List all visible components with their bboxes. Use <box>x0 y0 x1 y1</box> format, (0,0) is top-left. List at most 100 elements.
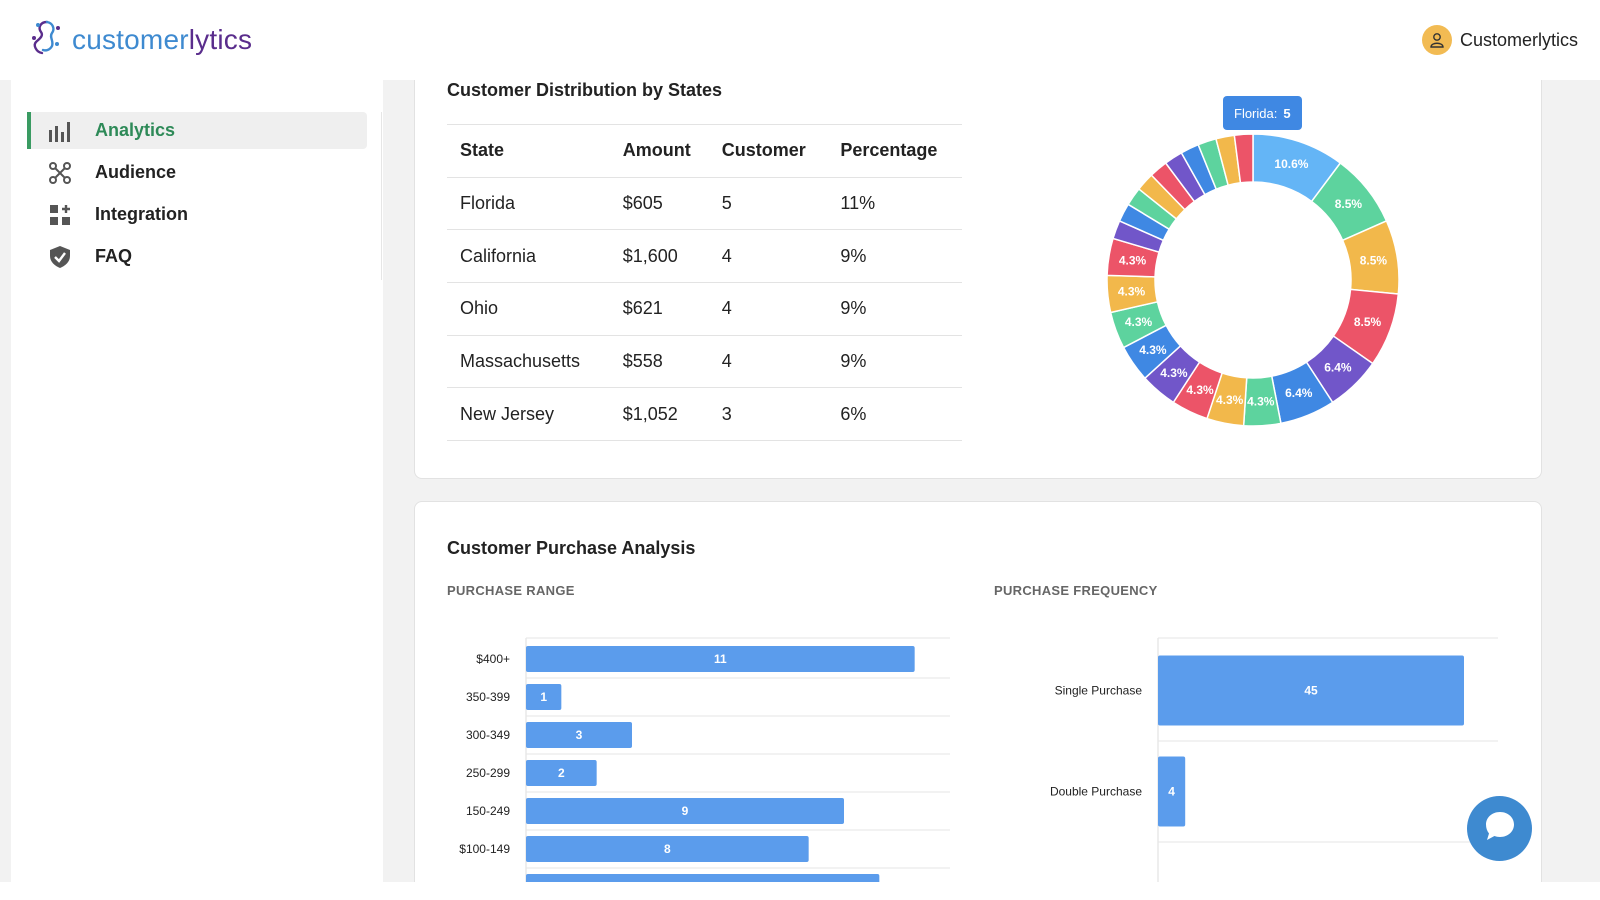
bar[interactable] <box>1158 655 1464 726</box>
bar-value-label: 3 <box>576 728 583 742</box>
state-donut-chart[interactable]: 10.6%8.5%8.5%8.5%6.4%6.4%4.3%4.3%4.3%4.3… <box>1080 90 1440 440</box>
tooltip-label: Florida: <box>1234 105 1278 121</box>
donut-slice-label: 4.3% <box>1186 383 1214 397</box>
brand-name-part1: customer <box>72 24 189 55</box>
table-row: Florida $605 5 11% <box>447 176 962 230</box>
bar-value-label: 8 <box>664 842 671 856</box>
cell-customer: 4 <box>708 229 828 283</box>
brand-logo-icon <box>30 19 64 62</box>
user-avatar-icon <box>1421 25 1452 55</box>
column-header-state[interactable]: State <box>447 124 610 178</box>
user-name: Customerlytics <box>1459 29 1578 50</box>
bar-value-label: 9 <box>682 804 689 818</box>
donut-slice-label: 4.3% <box>1125 315 1153 329</box>
sidebar-divider <box>381 112 382 280</box>
sidebar-item-integration[interactable]: Integration <box>27 196 367 233</box>
sidebar: Analytics Audience Integration FAQ <box>11 80 383 900</box>
table-header-row: State Amount Customer Percentage <box>447 124 962 178</box>
cell-state: New Jersey <box>447 387 610 442</box>
bar-value-label: 11 <box>714 652 727 666</box>
purchase-frequency-chart: Single Purchase 45 Double Purchase 4 <box>1050 637 1498 900</box>
chat-button[interactable] <box>1467 796 1532 861</box>
bar-chart-icon <box>47 118 73 144</box>
table-row: Ohio $621 4 9% <box>447 282 962 336</box>
sidebar-item-faq[interactable]: FAQ <box>27 238 367 275</box>
cell-amount: $558 <box>609 334 709 388</box>
donut-slice-label: 4.3% <box>1139 343 1167 357</box>
shield-check-icon <box>47 244 73 270</box>
cell-percentage: 6% <box>827 387 962 442</box>
distribution-title: Customer Distribution by States <box>447 80 723 100</box>
top-header: customerlytics Customerlytics <box>0 0 1600 80</box>
cell-percentage: 9% <box>827 334 962 388</box>
table-row: New Jersey $1,052 3 6% <box>447 387 962 442</box>
category-label: $100-149 <box>459 842 510 856</box>
bar-value-label: 2 <box>558 766 565 780</box>
donut-slice-label: 4.3% <box>1247 395 1275 409</box>
bar[interactable] <box>526 646 915 672</box>
sidebar-item-audience[interactable]: Audience <box>27 154 367 191</box>
cell-amount: $605 <box>609 176 709 230</box>
widgets-add-icon <box>47 202 73 228</box>
donut-slice-label: 4.3% <box>1119 254 1147 268</box>
category-label: 300-349 <box>466 728 510 742</box>
cell-percentage: 11% <box>827 176 962 230</box>
brand-name: customerlytics <box>72 24 252 56</box>
donut-slice-label: 8.5% <box>1354 315 1382 329</box>
donut-slice-label: 4.3% <box>1118 285 1146 299</box>
bar[interactable] <box>526 684 562 710</box>
cell-amount: $1,600 <box>609 229 709 283</box>
category-label: 350-399 <box>466 690 510 704</box>
purchase-range-chart: $400+ 11 350-399 1 300-349 3 250-299 2 150-249 9 $… <box>459 637 950 900</box>
donut-slice[interactable] <box>1233 133 1254 184</box>
cell-state: Florida <box>447 176 610 230</box>
donut-slice-label: 6.4% <box>1285 386 1313 400</box>
network-icon <box>47 160 73 186</box>
donut-slice-label: 10.6% <box>1274 157 1308 171</box>
category-label: 250-299 <box>466 766 510 780</box>
bar[interactable] <box>526 798 844 824</box>
sidebar-item-label: Integration <box>95 204 188 224</box>
donut-slice-label: 8.5% <box>1335 197 1363 211</box>
brand-name-part2: lytics <box>188 24 253 55</box>
user-menu[interactable]: Customerlytics <box>1421 25 1578 55</box>
bar-value-label: 45 <box>1304 684 1318 698</box>
sidebar-nav: Analytics Audience Integration FAQ <box>27 112 367 280</box>
cell-customer: 4 <box>708 282 828 336</box>
column-header-customer[interactable]: Customer <box>708 124 828 178</box>
donut-slice-label: 4.3% <box>1216 393 1244 407</box>
donut-slice-label: 8.5% <box>1360 254 1388 268</box>
brand-logo[interactable]: customerlytics <box>30 19 252 62</box>
cell-state: Massachusetts <box>447 334 610 388</box>
donut-slice-label: 6.4% <box>1324 361 1352 375</box>
states-table: State Amount Customer Percentage Florida… <box>447 124 962 442</box>
category-label: 150-249 <box>466 804 510 818</box>
purchase-range-label: PURCHASE RANGE <box>447 583 575 598</box>
category-label: $400+ <box>476 652 510 666</box>
cell-customer: 5 <box>708 176 828 230</box>
cell-customer: 3 <box>708 387 828 442</box>
cell-state: Ohio <box>447 282 610 336</box>
donut-slice-label: 4.3% <box>1160 366 1188 380</box>
bottom-edge <box>0 882 1600 900</box>
cell-customer: 4 <box>708 334 828 388</box>
donut-tooltip: Florida: 5 <box>1223 96 1302 130</box>
table-row: Massachusetts $558 4 9% <box>447 334 962 388</box>
cell-amount: $621 <box>609 282 709 336</box>
sidebar-item-label: FAQ <box>95 246 133 266</box>
table-row: California $1,600 4 9% <box>447 229 962 283</box>
bar[interactable] <box>526 722 632 748</box>
bar[interactable] <box>526 760 597 786</box>
sidebar-item-analytics[interactable]: Analytics <box>27 112 367 149</box>
cell-percentage: 9% <box>827 229 962 283</box>
category-label: Single Purchase <box>1055 684 1143 698</box>
column-header-percentage[interactable]: Percentage <box>827 124 962 178</box>
column-header-amount[interactable]: Amount <box>609 124 709 178</box>
sidebar-item-label: Audience <box>95 162 177 182</box>
bar[interactable] <box>526 836 809 862</box>
tooltip-value: 5 <box>1283 105 1291 121</box>
bar-value-label: 4 <box>1168 785 1175 799</box>
bar[interactable] <box>1158 756 1186 827</box>
cell-amount: $1,052 <box>609 387 709 442</box>
bar-value-label: 1 <box>540 690 547 704</box>
